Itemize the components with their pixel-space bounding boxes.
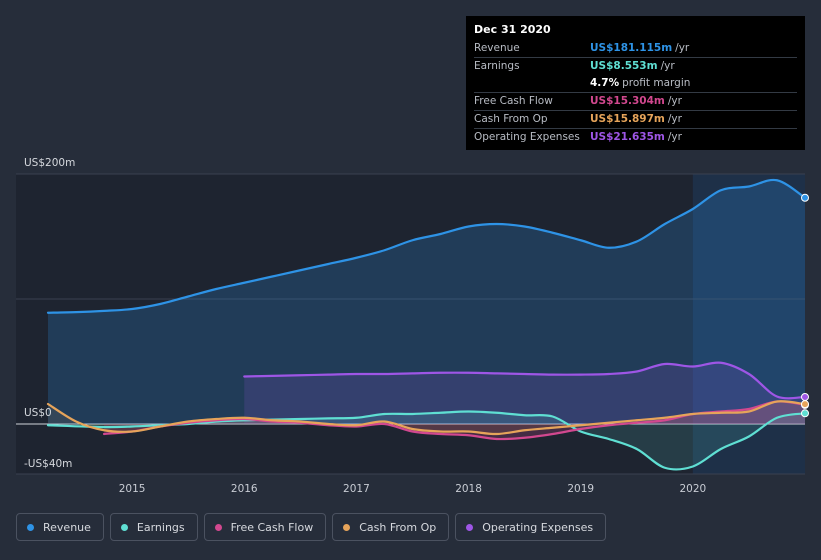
operating-expenses-dot-icon xyxy=(466,523,474,531)
revenue-area xyxy=(48,179,805,424)
y-tick-label: US$0 xyxy=(24,407,52,419)
tooltip-row-cash-from-op: Cash From Op US$15.897m /yr xyxy=(474,110,797,128)
x-tick-label: 2019 xyxy=(567,483,594,495)
x-tick-label: 2020 xyxy=(679,483,706,495)
tooltip-label: Cash From Op xyxy=(474,113,548,125)
tooltip-unit: /yr xyxy=(675,42,690,54)
legend-label: Operating Expenses xyxy=(482,520,594,534)
legend: Revenue Earnings Free Cash Flow Cash Fro… xyxy=(16,513,607,541)
series-end-markers xyxy=(801,193,809,418)
revenue-end-point xyxy=(801,193,809,202)
x-tick-label: 2018 xyxy=(455,483,482,495)
tooltip-unit: /yr xyxy=(667,113,682,125)
tooltip-label: Revenue xyxy=(474,42,520,54)
legend-item-operating-expenses[interactable]: Operating Expenses xyxy=(455,513,607,541)
legend-label: Cash From Op xyxy=(359,520,437,534)
tooltip-value: US$21.635m xyxy=(590,131,665,143)
x-tick-label: 2016 xyxy=(231,483,258,495)
tooltip-label xyxy=(474,75,590,92)
series-lines xyxy=(46,178,807,471)
tooltip-title: Dec 31 2020 xyxy=(474,23,551,36)
operating-expenses-line xyxy=(243,361,807,400)
tooltip-value: US$15.304m xyxy=(590,95,665,107)
tooltip-unit: /yr xyxy=(667,95,682,107)
operating-expenses-end-point xyxy=(801,392,809,401)
x-tick-label: 2015 xyxy=(119,483,146,495)
tooltip-unit: /yr xyxy=(660,60,675,72)
tooltip-value: US$8.553m xyxy=(590,60,658,72)
revenue-line xyxy=(46,178,807,314)
earnings-dot-icon xyxy=(120,523,128,531)
legend-item-revenue[interactable]: Revenue xyxy=(16,513,104,541)
cash-from-op-line xyxy=(46,400,807,436)
tooltip-unit: profit margin xyxy=(622,77,691,89)
legend-label: Free Cash Flow xyxy=(230,520,314,534)
cash-from-op-end-point xyxy=(801,400,809,409)
tooltip-row-free-cash-flow: Free Cash Flow US$15.304m /yr xyxy=(474,92,797,110)
y-axis: US$200m US$0 -US$40m xyxy=(24,157,75,470)
tooltip-value: US$15.897m xyxy=(590,113,665,125)
legend-label: Earnings xyxy=(136,520,185,534)
y-tick-label: US$200m xyxy=(24,157,75,169)
tooltip-unit: /yr xyxy=(667,131,682,143)
free-cash-flow-dot-icon xyxy=(214,523,222,531)
tooltip-label: Free Cash Flow xyxy=(474,95,553,107)
legend-item-earnings[interactable]: Earnings xyxy=(109,513,198,541)
operating-expenses-area xyxy=(244,362,805,424)
tooltip-panel: Dec 31 2020 Revenue US$181.115m /yr Earn… xyxy=(466,16,805,150)
tooltip-label: Operating Expenses xyxy=(474,131,580,143)
tooltip-row-operating-expenses: Operating Expenses US$21.635m /yr xyxy=(474,128,797,146)
tooltip-value: US$181.115m xyxy=(590,42,673,54)
x-axis: 2015 2016 2017 2018 2019 2020 xyxy=(119,483,706,495)
gridlines xyxy=(16,173,805,475)
earnings-end-point xyxy=(801,409,809,418)
x-tick-label: 2017 xyxy=(343,483,370,495)
tooltip-row-profit-margin: 4.7% profit margin xyxy=(474,75,797,92)
earnings-line xyxy=(46,410,807,471)
tooltip-label: Earnings xyxy=(474,60,520,72)
legend-item-cash-from-op[interactable]: Cash From Op xyxy=(332,513,450,541)
tooltip-row-revenue: Revenue US$181.115m /yr xyxy=(474,40,797,57)
legend-label: Revenue xyxy=(43,520,91,534)
tooltip-row-earnings: Earnings US$8.553m /yr xyxy=(474,57,797,75)
tooltip-value: 4.7% xyxy=(590,77,620,89)
earnings-area xyxy=(48,411,805,470)
legend-item-free-cash-flow[interactable]: Free Cash Flow xyxy=(203,513,327,541)
y-tick-label: -US$40m xyxy=(24,458,72,470)
cash-from-op-dot-icon xyxy=(343,523,351,531)
revenue-dot-icon xyxy=(27,523,34,531)
